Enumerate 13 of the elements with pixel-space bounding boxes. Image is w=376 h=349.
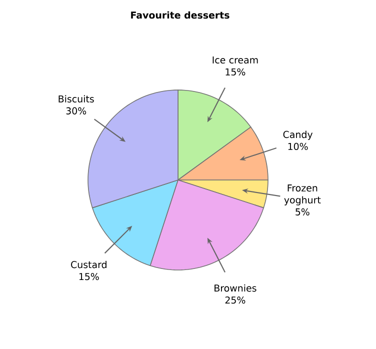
data-label: 15% bbox=[226, 68, 246, 76]
chart-title: Favourite desserts bbox=[131, 11, 230, 19]
slice-label: Frozen yoghurt bbox=[284, 184, 321, 206]
slice-label: Biscuits bbox=[58, 95, 94, 102]
data-label: 15% bbox=[79, 272, 99, 280]
data-label: 5% bbox=[296, 208, 310, 216]
slice-label: Candy bbox=[283, 130, 313, 140]
slice-label: Custard bbox=[71, 260, 106, 268]
slice-label: Brownies bbox=[214, 284, 256, 292]
data-label: 25% bbox=[225, 296, 246, 304]
slice-label: Ice cream bbox=[212, 56, 258, 64]
data-label: 30% bbox=[66, 107, 86, 114]
data-label: 10% bbox=[288, 142, 308, 150]
